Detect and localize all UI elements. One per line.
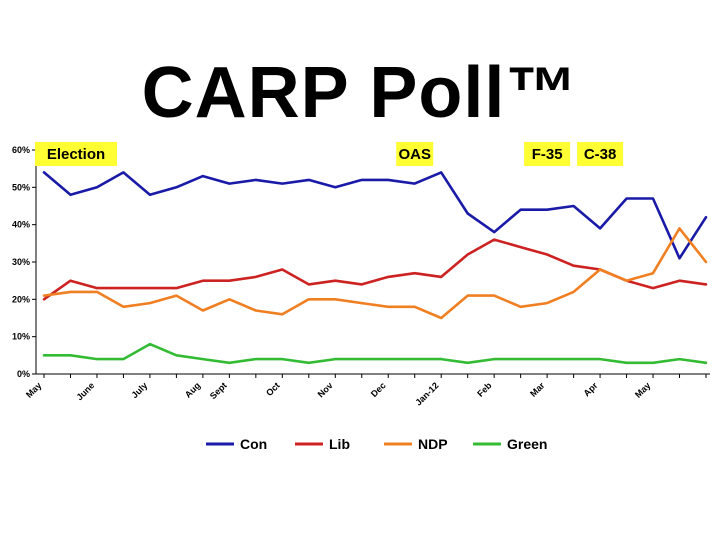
annotation-label: Election — [47, 146, 105, 163]
legend-label-ndp: NDP — [418, 436, 448, 452]
x-tick-label: Aug — [183, 380, 202, 399]
annotation-box — [35, 142, 117, 166]
legend: Con Lib NDP Green — [206, 436, 547, 452]
annotation-box — [524, 142, 571, 166]
series-line-ndp — [42, 227, 708, 320]
series-line-green — [42, 342, 708, 365]
x-axis-ticks: May June July Aug Sept Oct Nov Dec Jan-12 Feb Mar A… — [24, 374, 707, 408]
annotation-label: OAS — [398, 146, 431, 163]
legend-label-con: Con — [240, 436, 267, 452]
y-tick-label: 20% — [12, 294, 30, 304]
y-axis-ticks: 0% 10% 20% 30% 40% 50% 60% — [12, 145, 36, 379]
x-tick-label: June — [74, 380, 96, 402]
annotation-label: C-38 — [584, 146, 617, 163]
x-tick-label: Feb — [475, 380, 494, 399]
y-tick-label: 10% — [12, 332, 30, 342]
x-tick-label: Oct — [264, 380, 282, 398]
x-tick-label: Dec — [369, 380, 388, 399]
x-tick-label: Mar — [528, 380, 547, 399]
legend-label-green: Green — [507, 436, 547, 452]
y-tick-label: 0% — [17, 369, 30, 379]
annotations: Election OAS F-35 C-38 — [35, 142, 624, 166]
x-tick-label: July — [130, 380, 150, 400]
series-lines — [42, 171, 708, 365]
x-tick-label: Sept — [208, 380, 229, 401]
x-tick-label: Nov — [316, 380, 335, 399]
annotation-box — [396, 142, 434, 166]
series-line-lib — [42, 238, 708, 301]
y-tick-label: 50% — [12, 182, 30, 192]
y-tick-label: 40% — [12, 220, 30, 230]
x-tick-label: Apr — [581, 380, 599, 398]
legend-label-lib: Lib — [329, 436, 350, 452]
series-line-con — [42, 171, 708, 260]
y-tick-label: 30% — [12, 257, 30, 267]
annotation-box — [577, 142, 624, 166]
annotation-label: F-35 — [532, 146, 563, 163]
x-tick-label: May — [633, 380, 652, 399]
x-tick-label: Jan-12 — [413, 380, 440, 407]
y-tick-label: 60% — [12, 145, 30, 155]
chart-title: CARP Poll™ — [141, 53, 579, 133]
x-tick-label: May — [24, 380, 43, 399]
